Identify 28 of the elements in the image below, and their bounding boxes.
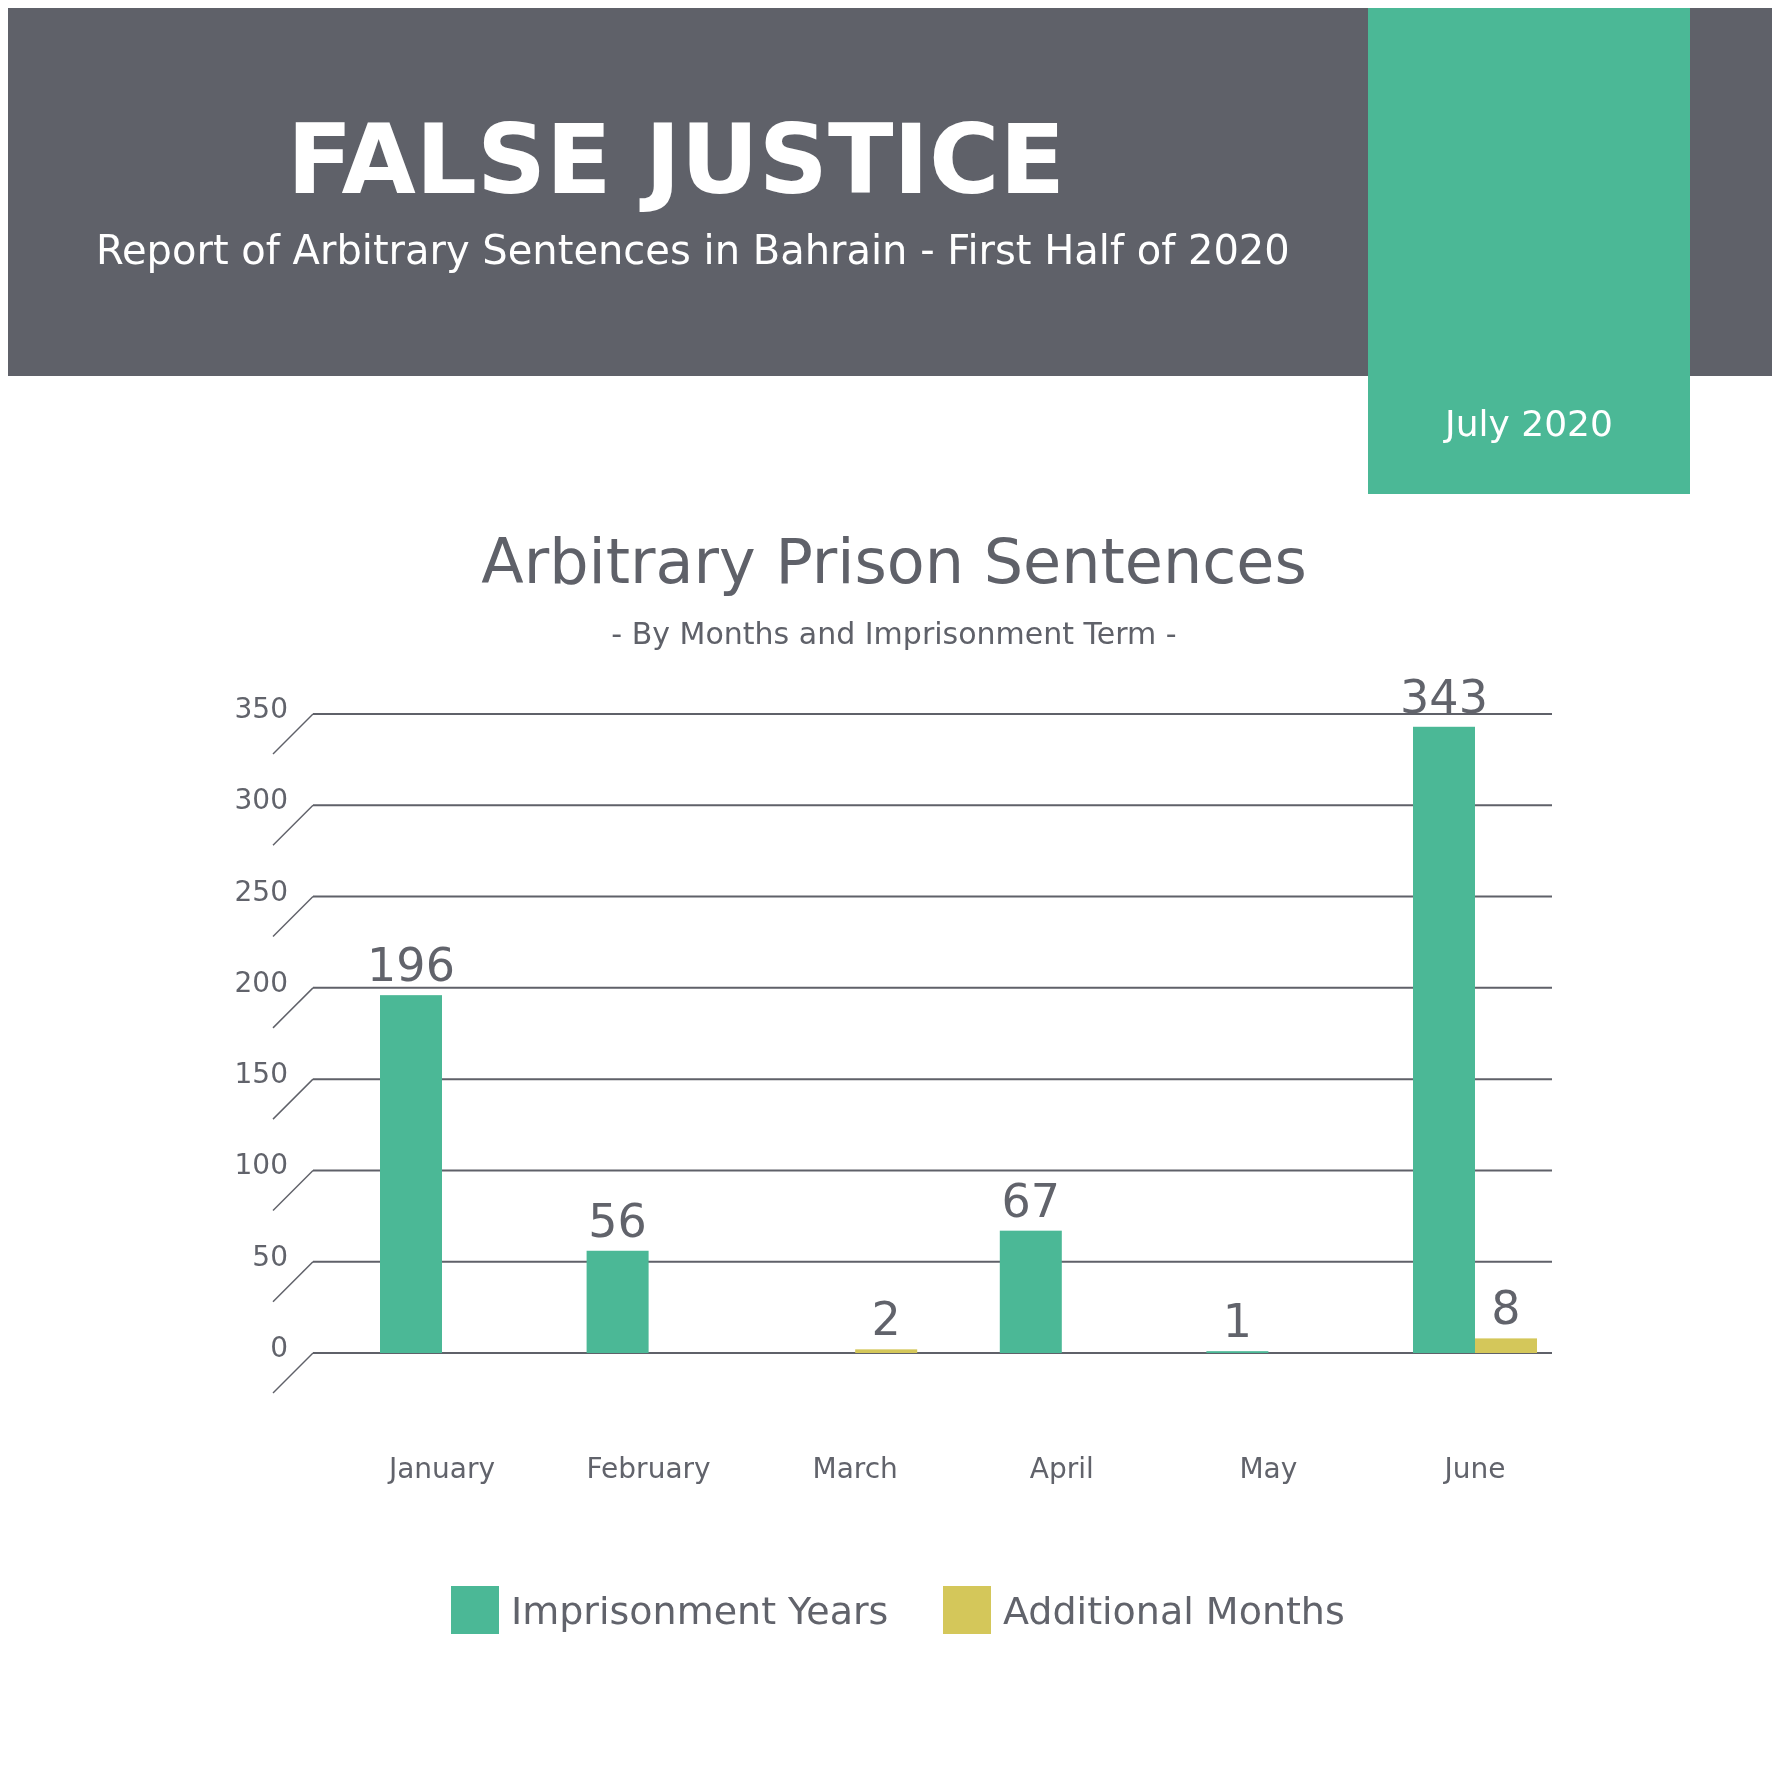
y-tick-label: 200: [234, 965, 288, 999]
x-tick-label: April: [1029, 1452, 1094, 1485]
data-label: 1: [1222, 1294, 1253, 1349]
data-label: 2: [871, 1292, 901, 1347]
data-label: 56: [588, 1193, 647, 1248]
data-label: 196: [367, 938, 455, 993]
text: Report of Arbitrary Sentences in Bahrain - First Half of 2020: [96, 227, 1290, 273]
x-tick-label: March: [812, 1452, 898, 1485]
data-label: 343: [1400, 669, 1488, 724]
y-tick-label: 250: [234, 874, 288, 908]
text: FALSE JUSTICE: [286, 104, 1066, 216]
y-tick-label: 50: [252, 1239, 288, 1273]
legend-label: Additional Months: [1003, 1589, 1345, 1633]
chart-title: Arbitrary Prison Sentences: [481, 525, 1307, 598]
x-tick-label: May: [1239, 1452, 1298, 1485]
y-tick-label: 350: [234, 692, 288, 725]
x-tick-label: February: [586, 1452, 711, 1485]
chart-subtitle: - By Months and Imprisonment Term -: [611, 616, 1177, 651]
x-tick-label: January: [386, 1452, 496, 1485]
data-label: 8: [1491, 1281, 1521, 1336]
y-tick-label: 300: [234, 783, 288, 817]
y-tick-label: 100: [234, 1148, 288, 1182]
y-tick-label: 0: [270, 1331, 288, 1364]
legend-label: Imprisonment Years: [511, 1589, 889, 1633]
y-tick-label: 150: [234, 1057, 288, 1091]
x-tick-label: June: [1442, 1452, 1506, 1485]
data-label: 67: [1001, 1173, 1061, 1228]
text: July 2020: [1443, 403, 1613, 444]
